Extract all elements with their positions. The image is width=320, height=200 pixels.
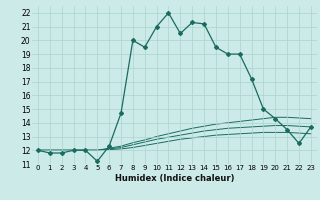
- X-axis label: Humidex (Indice chaleur): Humidex (Indice chaleur): [115, 174, 234, 183]
